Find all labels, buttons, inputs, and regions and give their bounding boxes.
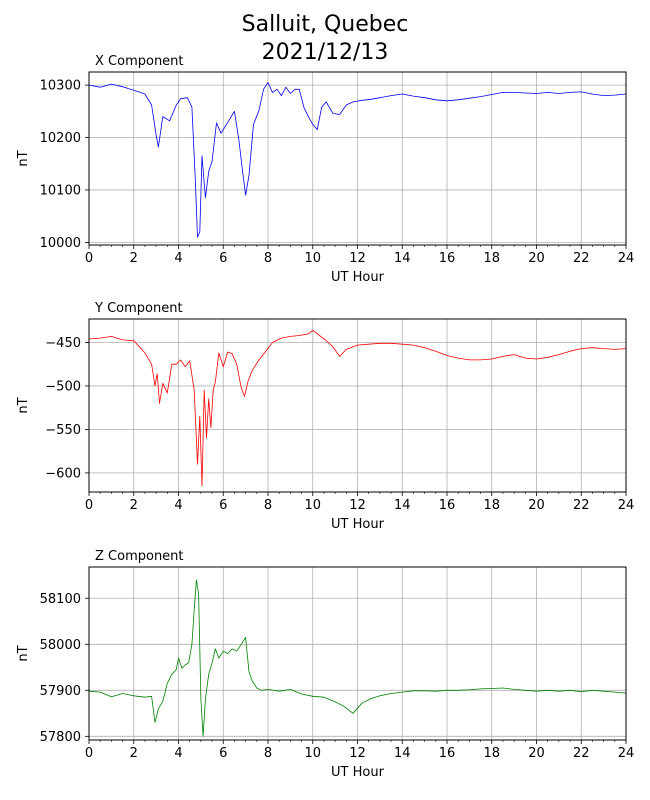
y-component-y-axis-label: nT bbox=[16, 397, 31, 413]
y-component-title: Y Component bbox=[94, 301, 183, 316]
x-tick-label: 20 bbox=[528, 498, 545, 513]
y-tick-label: −450 bbox=[45, 336, 81, 351]
x-tick-label: 0 bbox=[85, 251, 93, 266]
x-tick-label: 10 bbox=[304, 746, 321, 761]
x-tick-label: 8 bbox=[264, 251, 272, 266]
x-tick-label: 16 bbox=[439, 746, 456, 761]
x-component-y-axis-label: nT bbox=[16, 150, 31, 166]
x-tick-label: 18 bbox=[483, 498, 500, 513]
x-tick-label: 24 bbox=[618, 251, 635, 266]
x-tick-label: 16 bbox=[439, 251, 456, 266]
figure-title-line-2: 2021/12/13 bbox=[261, 40, 389, 65]
z-component-grid bbox=[88, 567, 627, 740]
y-tick-label: −500 bbox=[45, 379, 81, 394]
x-tick-label: 8 bbox=[264, 498, 272, 513]
x-tick-label: 18 bbox=[483, 251, 500, 266]
y-tick-label: 57900 bbox=[40, 684, 81, 699]
x-tick-label: 22 bbox=[573, 746, 590, 761]
z-component-title: Z Component bbox=[95, 549, 184, 564]
x-tick-label: 0 bbox=[85, 746, 93, 761]
x-tick-label: 2 bbox=[130, 746, 138, 761]
x-tick-label: 12 bbox=[349, 251, 366, 266]
x-tick-label: 24 bbox=[618, 746, 635, 761]
x-tick-label: 6 bbox=[219, 498, 227, 513]
x-component-series-line bbox=[88, 82, 627, 238]
x-tick-label: 12 bbox=[349, 746, 366, 761]
x-tick-label: 10 bbox=[304, 498, 321, 513]
y-tick-label: 58100 bbox=[40, 592, 81, 607]
x-tick-label: 2 bbox=[130, 251, 138, 266]
x-tick-label: 6 bbox=[219, 746, 227, 761]
z-component-series-line bbox=[88, 579, 627, 737]
x-tick-label: 4 bbox=[174, 746, 182, 761]
y-tick-label: 10300 bbox=[40, 79, 81, 94]
y-tick-label: −550 bbox=[45, 423, 81, 438]
x-tick-label: 2 bbox=[130, 498, 138, 513]
y-tick-label: 57800 bbox=[40, 730, 81, 745]
x-tick-label: 6 bbox=[219, 251, 227, 266]
x-tick-label: 12 bbox=[349, 498, 366, 513]
x-tick-label: 14 bbox=[394, 746, 411, 761]
x-tick-label: 14 bbox=[394, 498, 411, 513]
y-component-series-line bbox=[88, 329, 627, 487]
y-tick-label: 10200 bbox=[40, 131, 81, 146]
x-tick-label: 4 bbox=[174, 251, 182, 266]
x-component-grid bbox=[88, 72, 627, 245]
y-tick-label: 58000 bbox=[40, 638, 81, 653]
y-tick-label: −600 bbox=[45, 466, 81, 481]
x-tick-label: 14 bbox=[394, 251, 411, 266]
z-component-y-axis-label: nT bbox=[16, 645, 31, 661]
x-component-title: X Component bbox=[95, 54, 184, 69]
z-component-chart: 0 2 4 6 8 10 12 14 16 18 20 22 245780057900580005810… bbox=[16, 549, 635, 780]
x-tick-label: 22 bbox=[573, 251, 590, 266]
x-tick-label: 22 bbox=[573, 498, 590, 513]
x-tick-label: 0 bbox=[85, 498, 93, 513]
x-tick-label: 18 bbox=[483, 746, 500, 761]
x-component-x-axis-label: UT Hour bbox=[331, 270, 385, 285]
x-tick-label: 10 bbox=[304, 251, 321, 266]
y-tick-label: 10100 bbox=[40, 183, 81, 198]
x-tick-label: 16 bbox=[439, 498, 456, 513]
x-tick-label: 20 bbox=[528, 251, 545, 266]
x-component-chart: 0 2 4 6 8 10 12 14 16 18 20 22 241000010100102001030… bbox=[16, 54, 635, 285]
x-tick-label: 24 bbox=[618, 498, 635, 513]
x-tick-label: 4 bbox=[174, 498, 182, 513]
z-component-x-axis-label: UT Hour bbox=[331, 765, 385, 780]
y-component-x-axis-label: UT Hour bbox=[331, 517, 385, 532]
figure-title-line-1: Salluit, Quebec bbox=[241, 12, 409, 37]
x-tick-label: 8 bbox=[264, 746, 272, 761]
y-tick-label: 10000 bbox=[40, 236, 81, 251]
x-tick-label: 20 bbox=[528, 746, 545, 761]
